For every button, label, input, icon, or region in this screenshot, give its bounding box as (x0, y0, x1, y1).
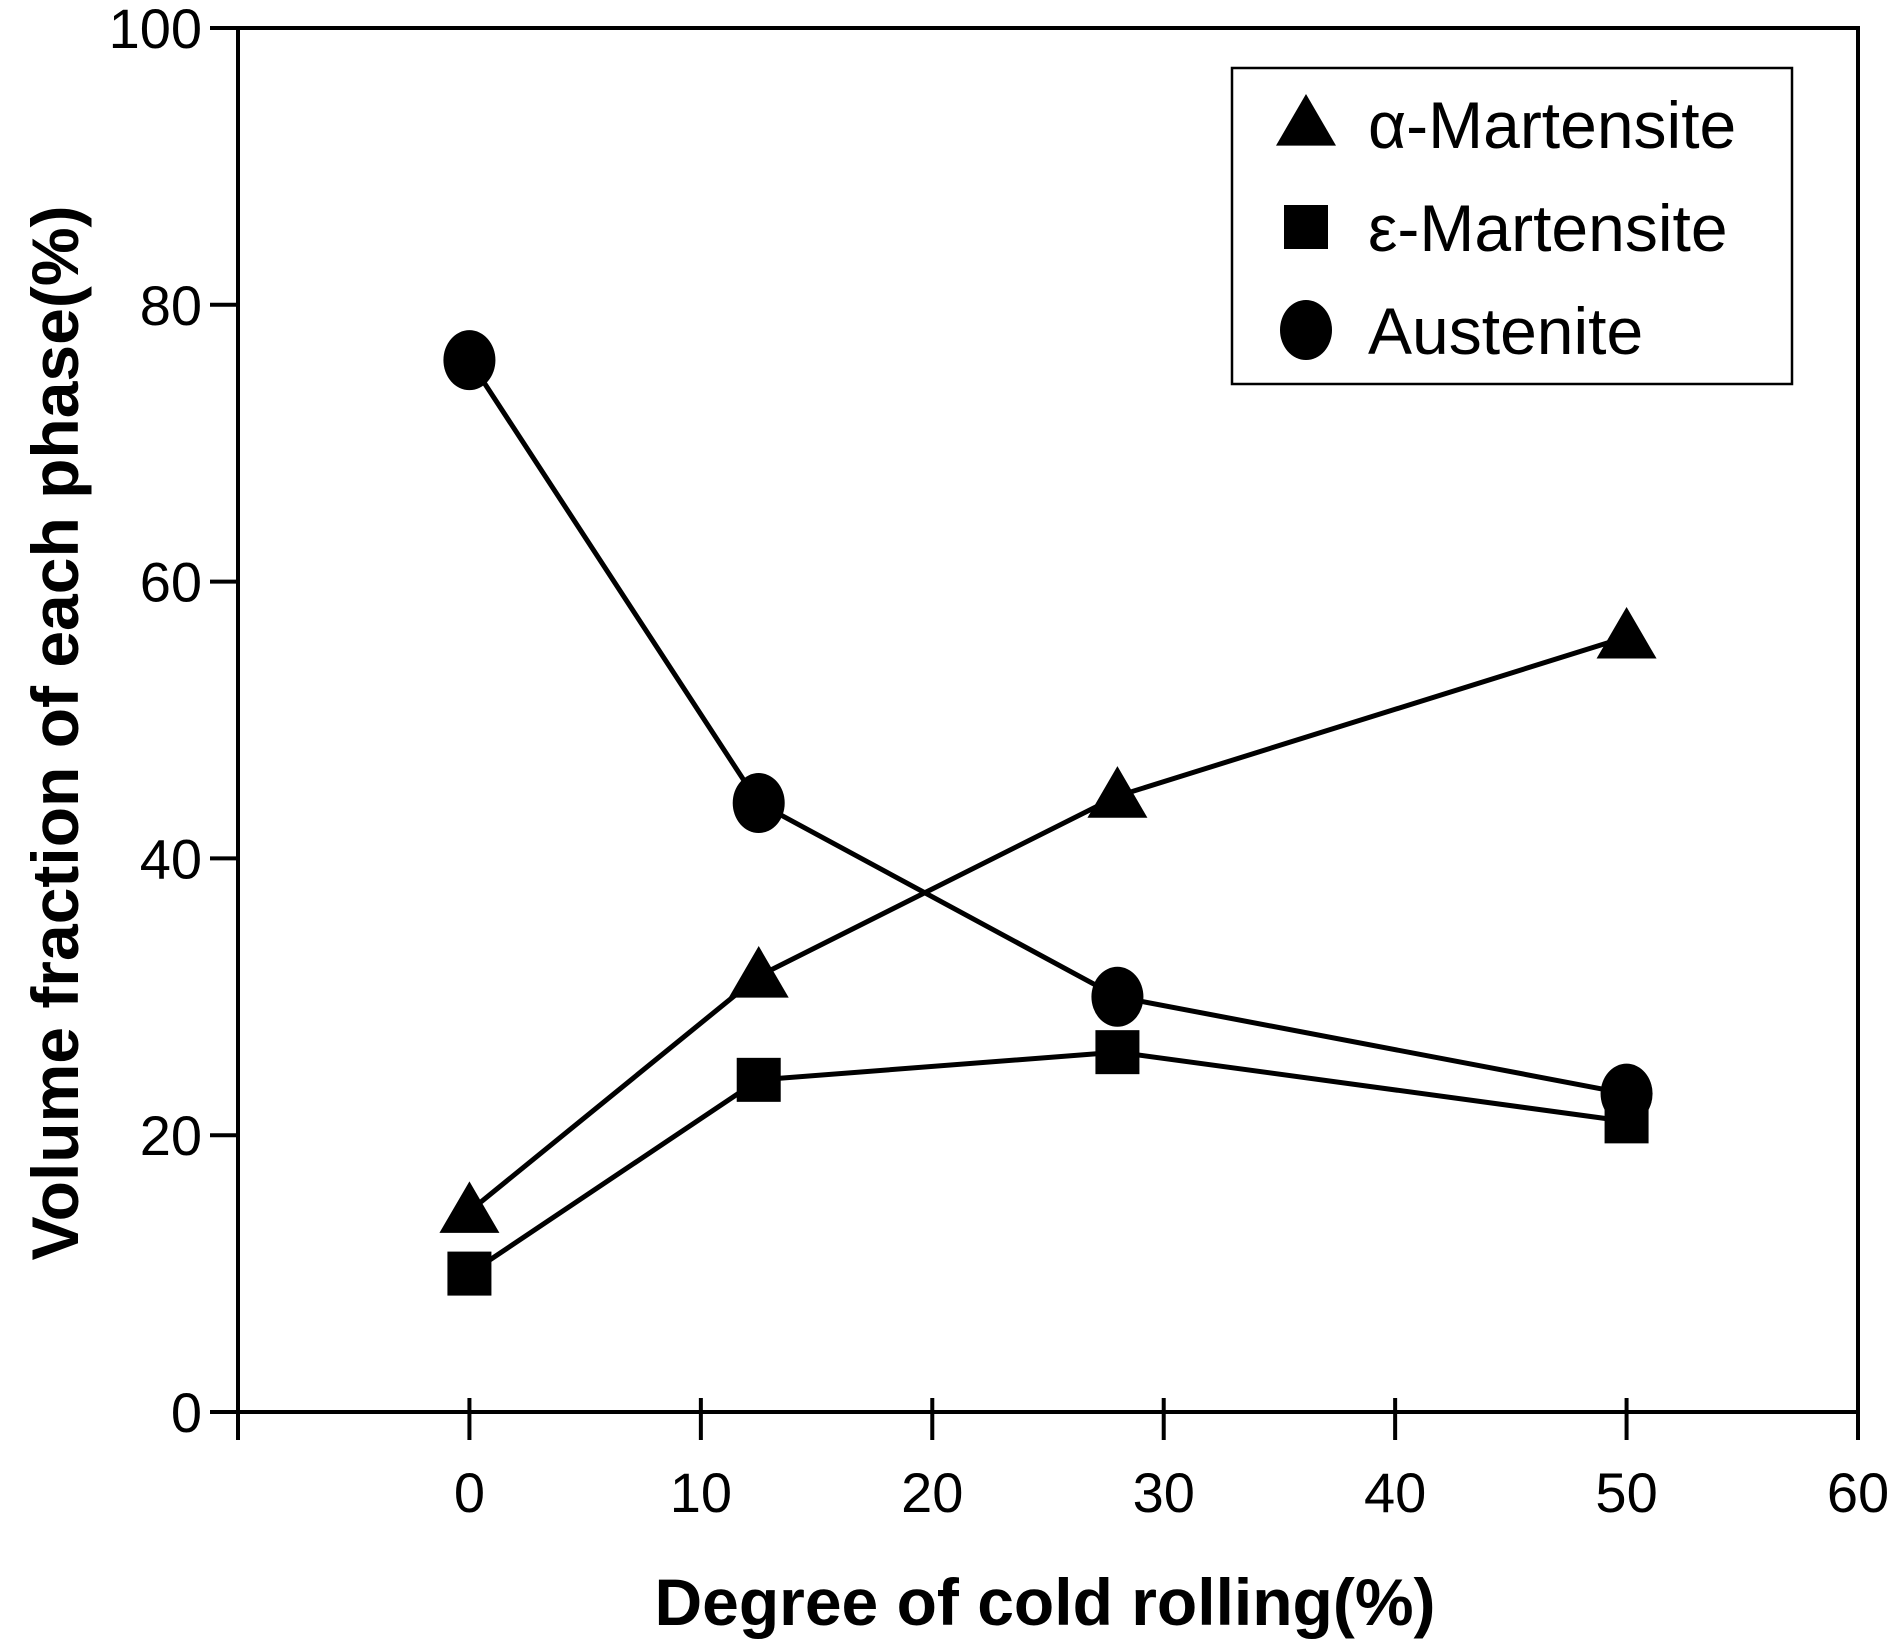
series-triangle (439, 606, 1657, 1233)
x-tick-label: 30 (1133, 1461, 1195, 1524)
x-tick-label: 60 (1827, 1461, 1889, 1524)
x-tick-label: 20 (901, 1461, 963, 1524)
axes: 0 10 20 30 40 50 60 0 20 40 60 80 100 (109, 0, 1890, 1524)
data-point-circle (1091, 966, 1144, 1027)
y-tick-label: 20 (140, 1104, 202, 1167)
data-point-circle (443, 330, 496, 391)
data-point-triangle (1596, 606, 1657, 659)
series-line-triangle (467, 634, 1628, 1214)
plot-frame (236, 26, 1860, 1414)
legend: α-Martensite ε-Martensite Austenite (1230, 66, 1794, 386)
x-tick-label: 10 (670, 1461, 732, 1524)
y-tick-label: 40 (140, 827, 202, 890)
data-point-circle (1600, 1063, 1653, 1124)
series-line-square (468, 1049, 1627, 1276)
x-tick-label: 50 (1595, 1461, 1657, 1524)
series-line-circle (467, 358, 1628, 1097)
legend-label-triangle: α-Martensite (1368, 88, 1736, 162)
y-tick-label: 0 (171, 1381, 202, 1444)
y-axis-title: Volume fraction of each phase(%) (18, 206, 92, 1261)
series-circle (443, 330, 1653, 1124)
legend-item-triangle: α-Martensite (1276, 88, 1736, 162)
legend-label-circle: Austenite (1368, 294, 1643, 368)
y-tick-label: 80 (140, 274, 202, 337)
y-tick-label: 100 (109, 0, 202, 60)
data-point-square (1095, 1030, 1140, 1075)
data-point-triangle (728, 946, 789, 998)
legend-item-circle: Austenite (1280, 294, 1643, 368)
data-point-square (447, 1251, 492, 1296)
series-layer (439, 330, 1657, 1296)
x-tick-label: 40 (1364, 1461, 1426, 1524)
data-point-triangle (1087, 766, 1148, 818)
legend-marker-square (1284, 205, 1328, 249)
data-point-circle (732, 773, 785, 834)
legend-marker-circle (1280, 300, 1332, 360)
legend-marker-triangle (1276, 94, 1336, 146)
legend-item-square: ε-Martensite (1284, 191, 1728, 265)
data-point-triangle (439, 1181, 500, 1233)
legend-label-square: ε-Martensite (1368, 191, 1728, 265)
x-axis-title: Degree of cold rolling(%) (654, 1565, 1435, 1639)
series-square (447, 1030, 1649, 1296)
x-tick-label: 0 (454, 1461, 485, 1524)
y-tick-label: 60 (140, 551, 202, 614)
data-point-square (736, 1057, 781, 1102)
